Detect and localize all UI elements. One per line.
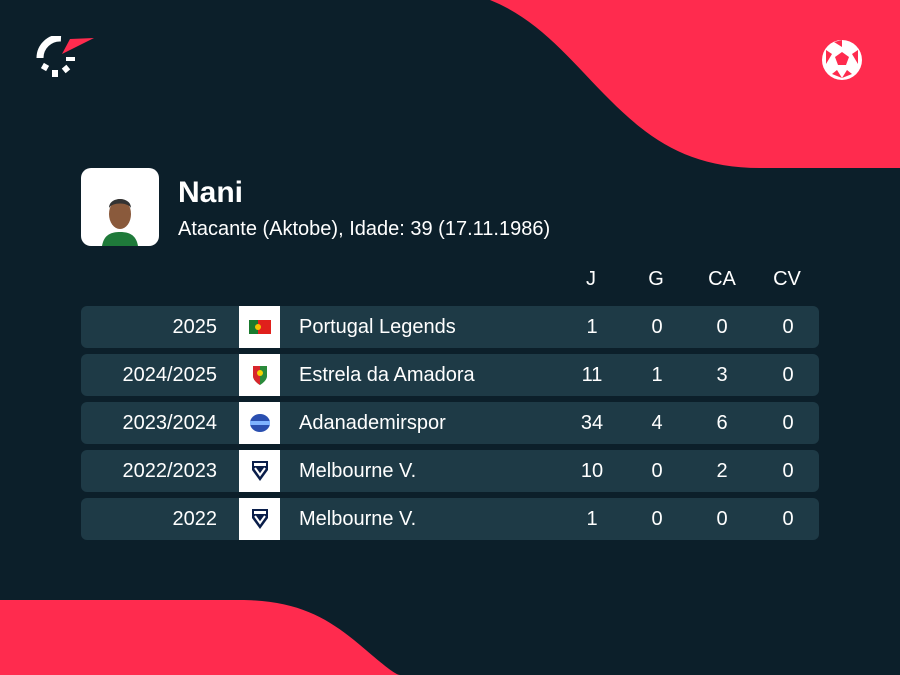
portugal-flag-icon — [239, 306, 280, 348]
stat-j: 11 — [581, 364, 603, 386]
season: 2025 — [172, 316, 218, 338]
column-header-ca: CA — [708, 268, 736, 290]
stat-cv: 0 — [782, 508, 794, 530]
stat-cv: 0 — [782, 460, 794, 482]
stat-j: 10 — [580, 460, 604, 482]
stat-cv: 0 — [782, 364, 794, 386]
season: 2023/2024 — [122, 412, 217, 434]
season: 2024/2025 — [122, 364, 217, 386]
flashscore-logo-icon — [36, 36, 94, 77]
melbourne-victory-crest-icon — [239, 498, 280, 540]
stat-j: 1 — [586, 508, 598, 530]
stat-cv: 0 — [782, 316, 794, 338]
season: 2022/2023 — [122, 460, 217, 482]
team-name[interactable]: Portugal Legends — [299, 316, 456, 338]
column-header-j: J — [586, 268, 596, 290]
team-name[interactable]: Melbourne V. — [299, 460, 417, 482]
table-row[interactable]: 2024/2025 Estrela da Amadora 11 1 3 0 — [81, 354, 819, 396]
player-details: Atacante (Aktobe), Idade: 39 (17.11.1986… — [178, 218, 551, 240]
player-photo — [81, 168, 159, 246]
stat-g: 0 — [651, 316, 663, 338]
estrela-crest-icon — [239, 354, 280, 396]
stat-ca: 3 — [716, 364, 728, 386]
table-row[interactable]: 2022 Melbourne V. 1 0 0 0 — [81, 498, 819, 540]
stat-g: 0 — [651, 460, 663, 482]
melbourne-victory-crest-icon — [239, 450, 280, 492]
stat-j: 34 — [580, 412, 604, 434]
player-name: Nani — [178, 176, 244, 209]
stat-cv: 0 — [782, 412, 794, 434]
table-row[interactable]: 2022/2023 Melbourne V. 10 0 2 0 — [81, 450, 819, 492]
team-name[interactable]: Melbourne V. — [299, 508, 417, 530]
stat-g: 1 — [651, 364, 663, 386]
column-header-cv: CV — [773, 268, 801, 290]
adanademirspor-crest-icon — [239, 402, 280, 444]
player-avatar-icon — [102, 199, 138, 246]
table-row[interactable]: 2025 Portugal Legends 1 0 0 0 — [81, 306, 819, 348]
season: 2022 — [172, 508, 218, 530]
stat-g: 4 — [651, 412, 663, 434]
team-name[interactable]: Estrela da Amadora — [299, 364, 475, 386]
stat-ca: 0 — [716, 508, 728, 530]
team-name[interactable]: Adanademirspor — [299, 412, 446, 434]
stat-g: 0 — [651, 508, 663, 530]
stat-ca: 0 — [716, 316, 728, 338]
stat-ca: 6 — [716, 412, 728, 434]
stat-j: 1 — [586, 316, 598, 338]
stat-ca: 2 — [716, 460, 728, 482]
table-row[interactable]: 2023/2024 Adanademirspor 34 4 6 0 — [81, 402, 819, 444]
football-icon — [822, 40, 862, 80]
column-header-g: G — [648, 268, 664, 290]
